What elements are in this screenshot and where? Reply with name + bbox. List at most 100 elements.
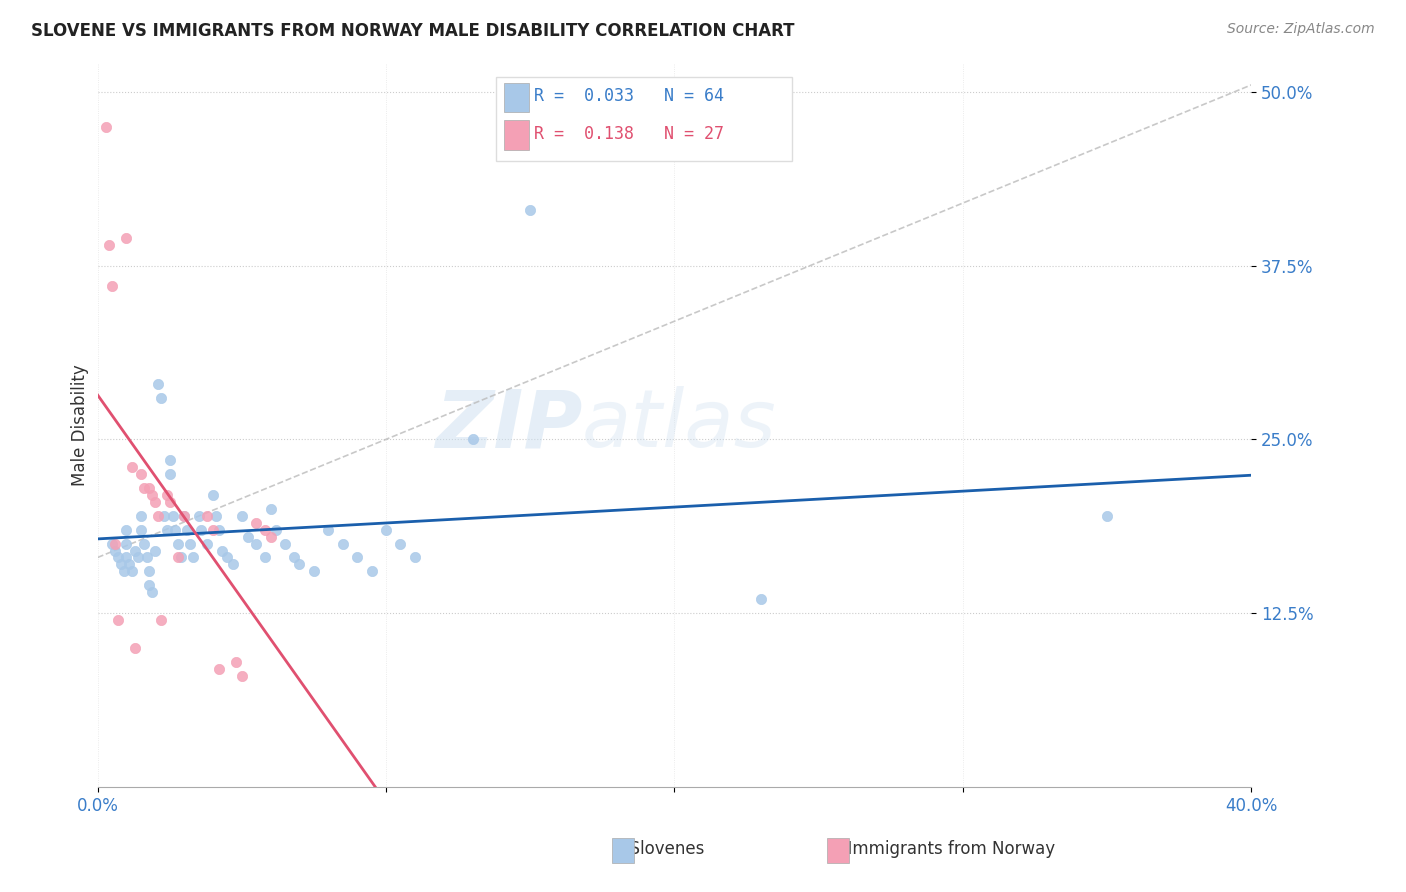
Point [138,481,160,495]
Point [245,516,267,530]
Point [153,508,176,523]
Point [121,460,143,475]
Point [195,536,218,550]
Point [138,565,160,579]
Point [318,523,340,537]
Text: ZIP: ZIP [434,386,582,465]
Point [236,530,259,544]
Point [208,662,231,676]
Point [225,655,247,669]
Point [124,543,146,558]
Point [205,508,228,523]
Text: Source: ZipAtlas.com: Source: ZipAtlas.com [1227,22,1375,37]
Point [245,536,267,550]
Point [162,508,184,523]
Point [167,536,190,550]
Point [181,550,204,565]
Point [112,565,135,579]
Point [208,523,231,537]
Point [115,231,138,245]
Point [190,523,212,537]
Text: R =  0.033   N = 64: R = 0.033 N = 64 [534,87,724,105]
Point [150,391,173,405]
Point [107,550,129,565]
Point [124,640,146,655]
Point [274,536,297,550]
Point [259,530,281,544]
Point [104,536,127,550]
Point [115,523,138,537]
Point [129,467,152,481]
Point [115,550,138,565]
Point [288,558,311,572]
Point [146,508,169,523]
Point [159,467,181,481]
Point [135,550,157,565]
Point [150,613,173,627]
Point [129,523,152,537]
Text: atlas: atlas [582,386,778,465]
Point [259,501,281,516]
Point [179,536,201,550]
Point [222,558,245,572]
Point [132,481,155,495]
Point [143,543,166,558]
Point [129,508,152,523]
Point [749,592,772,607]
Point [98,237,121,252]
Point [104,543,127,558]
Point [231,508,253,523]
Point [360,565,382,579]
Point [107,613,129,627]
Point [96,120,118,134]
Point [231,668,253,682]
Point [187,508,209,523]
Point [156,488,179,502]
Point [146,376,169,391]
Point [101,536,124,550]
Point [201,523,224,537]
Point [461,433,484,447]
Point [201,488,224,502]
Point [519,202,541,217]
Y-axis label: Male Disability: Male Disability [72,365,89,486]
Text: Immigrants from Norway: Immigrants from Norway [837,840,1054,858]
Point [211,543,233,558]
Point [1095,508,1118,523]
Point [110,558,132,572]
Point [121,565,143,579]
Point [266,523,288,537]
Point [159,453,181,467]
Point [176,523,198,537]
Point [404,550,426,565]
Point [173,508,195,523]
Point [332,536,354,550]
Point [127,550,149,565]
Text: SLOVENE VS IMMIGRANTS FROM NORWAY MALE DISABILITY CORRELATION CHART: SLOVENE VS IMMIGRANTS FROM NORWAY MALE D… [31,22,794,40]
Point [283,550,305,565]
Point [165,523,187,537]
Point [170,550,193,565]
Point [375,523,398,537]
Point [302,565,325,579]
Point [101,279,124,293]
Text: R =  0.138   N = 27: R = 0.138 N = 27 [534,125,724,143]
Point [173,508,195,523]
Point [138,578,160,592]
Point [217,550,239,565]
Point [141,488,163,502]
Point [118,558,141,572]
Point [143,495,166,509]
Point [195,508,218,523]
Point [132,536,155,550]
Point [156,523,179,537]
Text: Slovenes: Slovenes [619,840,704,858]
Point [115,536,138,550]
Point [253,550,276,565]
Point [346,550,368,565]
Point [389,536,412,550]
Point [159,495,181,509]
Point [141,585,163,599]
Point [167,550,190,565]
Point [253,523,276,537]
